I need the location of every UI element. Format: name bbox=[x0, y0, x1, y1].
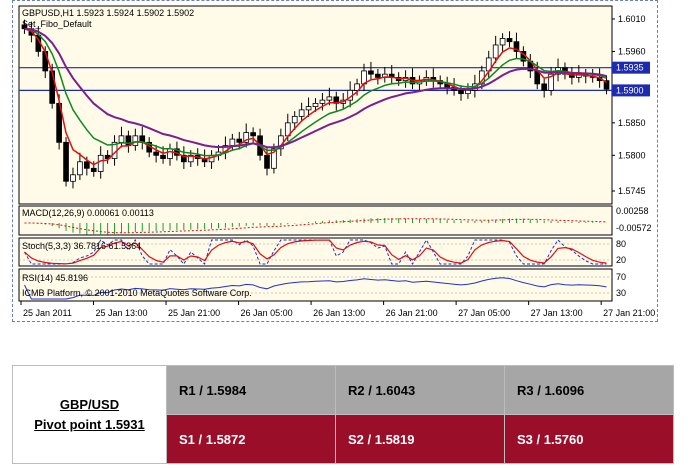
level-tag bbox=[612, 84, 650, 97]
rsi-label: RSI(14) 45.8196 bbox=[22, 273, 88, 283]
level-tag bbox=[612, 61, 650, 74]
candle-body bbox=[312, 102, 319, 108]
macd-signal-line bbox=[24, 218, 607, 234]
ma-fast-line bbox=[24, 27, 607, 166]
candle-body bbox=[541, 83, 547, 91]
candle-body bbox=[49, 70, 56, 104]
stoch-tick-80: 80 bbox=[616, 239, 626, 249]
candle-body bbox=[458, 89, 464, 95]
macd-histogram bbox=[30, 217, 608, 235]
level-label: 1.5900 bbox=[616, 85, 644, 95]
s3-cell: S3 / 1.5760 bbox=[504, 414, 674, 464]
candle-body bbox=[499, 38, 506, 46]
rsi-line bbox=[24, 277, 607, 300]
macd-label: MACD(12,26,9) 0.00061 0.00113 bbox=[22, 208, 154, 218]
candle-body bbox=[354, 83, 360, 91]
candle-body bbox=[181, 154, 187, 163]
candle-body bbox=[319, 99, 326, 104]
candle-body bbox=[153, 151, 159, 156]
candle-body bbox=[236, 138, 243, 143]
candle-body bbox=[229, 138, 236, 146]
candle-body bbox=[368, 70, 374, 75]
macd-tick-top: 0.00258 bbox=[616, 206, 649, 216]
candle-body bbox=[271, 148, 277, 169]
copyright-label: ICMB Platform, © 2001-2010 MetaQuotes So… bbox=[22, 288, 252, 298]
macd-tick-bottom: -0.00572 bbox=[616, 223, 652, 233]
pivot-label-cell: GBP/USD Pivot point 1.5931 bbox=[12, 365, 167, 464]
y-tick-label: 1.5850 bbox=[618, 118, 646, 128]
pair-label: GBP/USD bbox=[59, 396, 120, 412]
price-chart-frame: 1.5935 1.5900 1.6010 1.5960 1.5850 1.5800 1.5… bbox=[12, 0, 658, 322]
x-tick-label: 27 Jan 21:00 bbox=[603, 308, 655, 318]
candle-body bbox=[84, 161, 90, 169]
time-axis: 25 Jan 2011 25 Jan 13:00 25 Jan 21:00 26 Ja… bbox=[20, 301, 655, 318]
pivot-table: GBP/USD Pivot point 1.5931 R1 / 1.5984 R… bbox=[12, 365, 674, 464]
candle-body bbox=[569, 73, 575, 78]
candle-body bbox=[298, 109, 305, 117]
y-tick-label: 1.5800 bbox=[618, 150, 646, 160]
x-tick-label: 26 Jan 21:00 bbox=[386, 308, 438, 318]
candle-body bbox=[118, 135, 125, 143]
candle-body bbox=[603, 80, 610, 90]
candle-body bbox=[160, 154, 166, 159]
stoch-signal-line bbox=[24, 239, 607, 265]
x-tick-label: 26 Jan 13:00 bbox=[313, 308, 365, 318]
horizontal-levels: 1.5935 1.5900 bbox=[19, 61, 650, 97]
s1-cell: S1 / 1.5872 bbox=[166, 414, 336, 464]
candle-body bbox=[506, 38, 513, 43]
r3-cell: R3 / 1.6096 bbox=[504, 365, 674, 415]
symbol-header: GBPUSD,H1 1.5923 1.5924 1.5902 1.5902 bbox=[22, 8, 194, 18]
candle-body bbox=[90, 167, 97, 172]
candle-body bbox=[132, 135, 139, 146]
candle-body bbox=[167, 148, 173, 159]
x-tick-label: 25 Jan 2011 bbox=[23, 308, 72, 318]
candle-body bbox=[70, 174, 76, 182]
price-chart: 1.5935 1.5900 1.6010 1.5960 1.5850 1.5800 1.5… bbox=[18, 5, 655, 318]
stoch-tick-20: 20 bbox=[616, 255, 626, 265]
ma-medium-line bbox=[24, 27, 607, 157]
s2-cell: S2 / 1.5819 bbox=[335, 414, 505, 464]
candle-body bbox=[97, 154, 104, 172]
y-tick-label: 1.5960 bbox=[618, 46, 646, 56]
x-tick-label: 27 Jan 05:00 bbox=[458, 308, 510, 318]
candle-body bbox=[77, 161, 83, 176]
candle-body bbox=[548, 73, 554, 91]
r1-cell: R1 / 1.5984 bbox=[166, 365, 336, 415]
r2-cell: R2 / 1.6043 bbox=[335, 365, 505, 415]
stoch-label: Stoch(5,3,3) 36.7816 61.5364 bbox=[22, 241, 141, 251]
y-tick-label: 1.6010 bbox=[618, 14, 646, 24]
candle-body bbox=[326, 96, 333, 101]
rsi-tick-30: 30 bbox=[616, 288, 626, 298]
candle-body bbox=[42, 51, 49, 72]
rsi-tick-70: 70 bbox=[616, 272, 626, 282]
candle-body bbox=[250, 132, 256, 137]
x-tick-label: 25 Jan 21:00 bbox=[168, 308, 220, 318]
y-tick-label: 1.5745 bbox=[618, 186, 646, 196]
price-axis: 1.6010 1.5960 1.5850 1.5800 1.5745 bbox=[612, 14, 646, 196]
candle-body bbox=[243, 132, 250, 143]
candle-body bbox=[264, 154, 270, 169]
x-tick-label: 25 Jan 13:00 bbox=[96, 308, 148, 318]
pivot-point-label: Pivot point 1.5931 bbox=[34, 416, 145, 432]
macd-pane bbox=[18, 205, 613, 236]
resistance-row: GBP/USD Pivot point 1.5931 R1 / 1.5984 R… bbox=[12, 365, 674, 464]
rsi-pane bbox=[18, 268, 613, 302]
candle-body bbox=[492, 44, 499, 59]
x-tick-label: 26 Jan 05:00 bbox=[241, 308, 293, 318]
support-row: S1 / 1.5872 S2 / 1.5819 S3 / 1.5760 bbox=[13, 414, 674, 464]
candle-body bbox=[465, 89, 471, 95]
candle-body bbox=[305, 106, 312, 111]
candle-body bbox=[63, 141, 69, 182]
indicator-label: Set_Fibo_Default bbox=[22, 19, 92, 29]
candle-body bbox=[513, 41, 520, 52]
candle-body bbox=[375, 73, 381, 78]
ma-slow-line bbox=[24, 27, 607, 149]
candle-body bbox=[291, 115, 298, 124]
candle-body bbox=[21, 24, 28, 30]
level-label: 1.5935 bbox=[616, 63, 644, 73]
x-tick-label: 27 Jan 13:00 bbox=[531, 308, 583, 318]
